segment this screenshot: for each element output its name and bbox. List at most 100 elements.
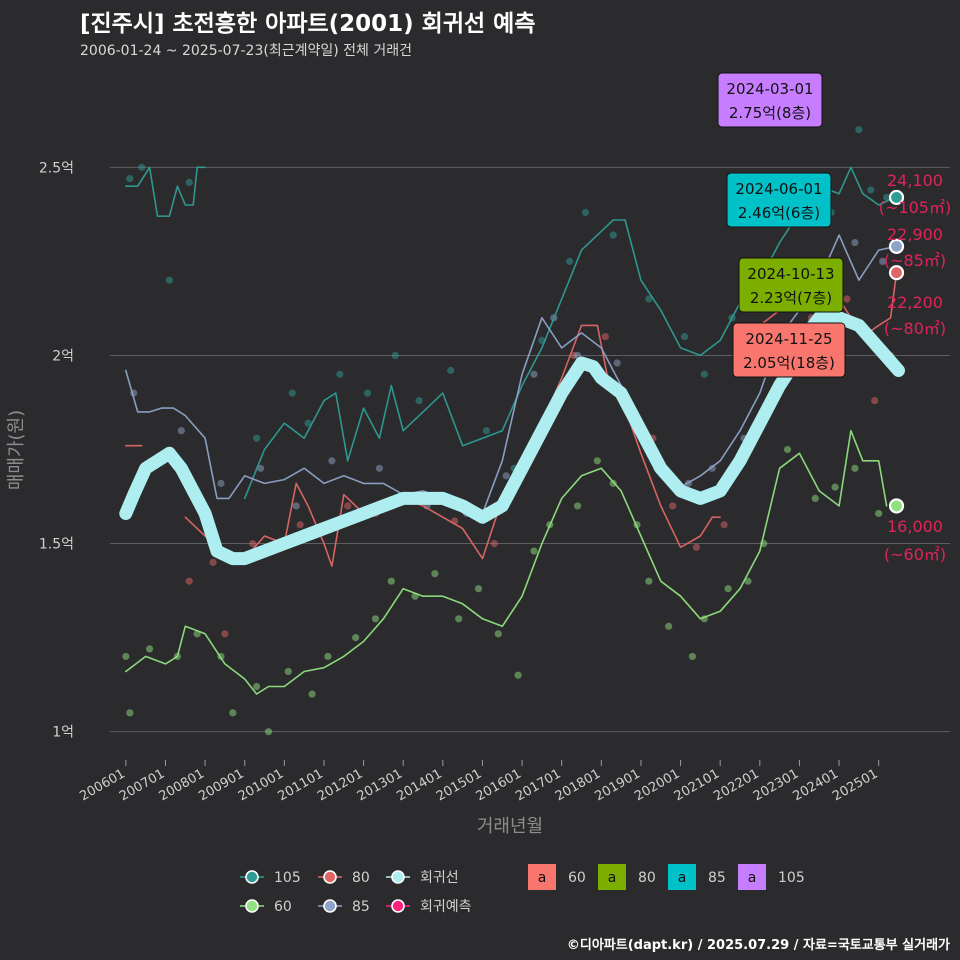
scatter-point-60	[122, 652, 130, 661]
scatter-point-105	[304, 419, 312, 427]
scatter-point-105	[645, 295, 653, 303]
scatter-point-60	[783, 445, 792, 454]
scatter-point-60	[573, 502, 582, 510]
scatter-point-105	[391, 351, 399, 360]
scatter-point-105	[363, 389, 372, 397]
scatter-point-60	[284, 667, 292, 676]
scatter-point-80	[720, 521, 728, 529]
scatter-point-80	[490, 539, 498, 548]
scatter-point-85	[708, 464, 716, 472]
scatter-point-60	[811, 494, 819, 503]
forecast-point-60	[888, 498, 905, 514]
scatter-point-80	[296, 521, 304, 529]
scatter-point-60	[530, 547, 538, 555]
y-axis-title: 매매가(원)	[6, 410, 27, 490]
scatter-point-80	[249, 539, 257, 548]
annotation-box	[738, 257, 844, 313]
scatter-point-105	[138, 163, 146, 171]
scatter-point-60	[371, 615, 380, 623]
scatter-point-105	[253, 434, 261, 442]
scatter-point-85	[217, 479, 225, 487]
annotation-date: 2024-11-25	[745, 330, 832, 348]
legend-marker-회귀선	[391, 870, 405, 884]
legend-label: 회귀예측	[420, 899, 472, 915]
legend-label: 85	[708, 870, 726, 886]
scatter-point-60	[324, 652, 332, 661]
series-line-105	[125, 166, 206, 217]
scatter-point-80	[692, 543, 701, 551]
scatter-point-85	[177, 427, 185, 435]
legend-box-105	[738, 864, 766, 890]
scatter-point-60	[308, 690, 316, 698]
legend-label: 80	[352, 870, 370, 886]
scatter-point-85	[613, 359, 621, 367]
scatter-point-60	[126, 709, 134, 717]
legend-box-glyph: a	[538, 870, 547, 886]
legend-label: 105	[778, 870, 805, 886]
scatter-point-85	[292, 502, 300, 510]
annotation-box	[726, 172, 832, 228]
scatter-point-105	[700, 370, 708, 378]
scatter-point-85	[879, 257, 887, 265]
y-tick-label: 2억	[52, 348, 74, 364]
x-axis-title: 거래년월	[477, 816, 543, 837]
scatter-point-60	[744, 577, 752, 585]
legend-box-80	[598, 864, 626, 890]
annotation-date: 2024-06-01	[735, 180, 822, 198]
forecast-value-label: 22,900	[887, 225, 943, 244]
scatter-point-105	[185, 178, 193, 186]
legend-box-glyph: a	[748, 870, 757, 886]
annotation-price: 2.05억(18층)	[743, 354, 835, 372]
scatter-point-60	[146, 645, 154, 653]
legend-label: 105	[274, 870, 301, 886]
scatter-point-85	[851, 238, 859, 247]
scatter-point-60	[474, 585, 483, 593]
legend-box-glyph: a	[608, 870, 617, 886]
scatter-point-60	[352, 634, 360, 642]
scatter-point-60	[494, 630, 502, 638]
scatter-point-80	[344, 502, 352, 510]
scatter-point-105	[883, 193, 891, 202]
scatter-point-105	[288, 389, 296, 397]
scatter-point-105	[680, 333, 689, 341]
forecast-area-label: (~85㎡)	[884, 251, 946, 270]
legend-marker-105	[245, 870, 259, 884]
scatter-point-80	[221, 630, 229, 638]
legend-label: 80	[638, 870, 656, 886]
scatter-point-60	[851, 464, 859, 472]
regression-line	[119, 311, 905, 566]
scatter-point-85	[256, 464, 265, 472]
scatter-point-105	[867, 186, 875, 194]
forecast-value-label: 24,100	[887, 171, 943, 190]
scatter-point-105	[581, 208, 590, 217]
x-tick-label: 202501	[830, 766, 880, 804]
scatter-point-105	[336, 370, 344, 378]
series-line-80	[184, 324, 721, 567]
legend-label: 85	[352, 899, 370, 915]
forecast-point-85	[888, 238, 905, 254]
scatter-point-105	[126, 175, 134, 183]
legend-box-85	[668, 864, 696, 890]
forecast-area-label: (~80㎡)	[884, 319, 946, 338]
scatter-point-60	[514, 671, 522, 679]
scatter-point-105	[482, 427, 491, 435]
scatter-point-105	[855, 126, 863, 134]
legend-label: 60	[568, 870, 586, 886]
annotation-box	[717, 72, 823, 128]
scatter-point-85	[375, 464, 384, 472]
scatter-point-60	[645, 577, 653, 585]
scatter-point-85	[328, 457, 336, 465]
legend-label: 60	[274, 899, 292, 915]
y-tick-label: 1억	[52, 725, 74, 741]
legend-box-60	[528, 864, 556, 890]
scatter-point-80	[843, 295, 851, 303]
scatter-point-60	[229, 709, 237, 717]
annotation-date: 2024-10-13	[747, 265, 834, 283]
legend-marker-60	[245, 899, 259, 913]
chart-title: [진주시] 초전흥한 아파트(2001) 회귀선 예측	[80, 11, 536, 37]
scatter-point-60	[455, 615, 463, 623]
scatter-point-60	[593, 457, 601, 465]
scatter-point-60	[387, 577, 395, 585]
